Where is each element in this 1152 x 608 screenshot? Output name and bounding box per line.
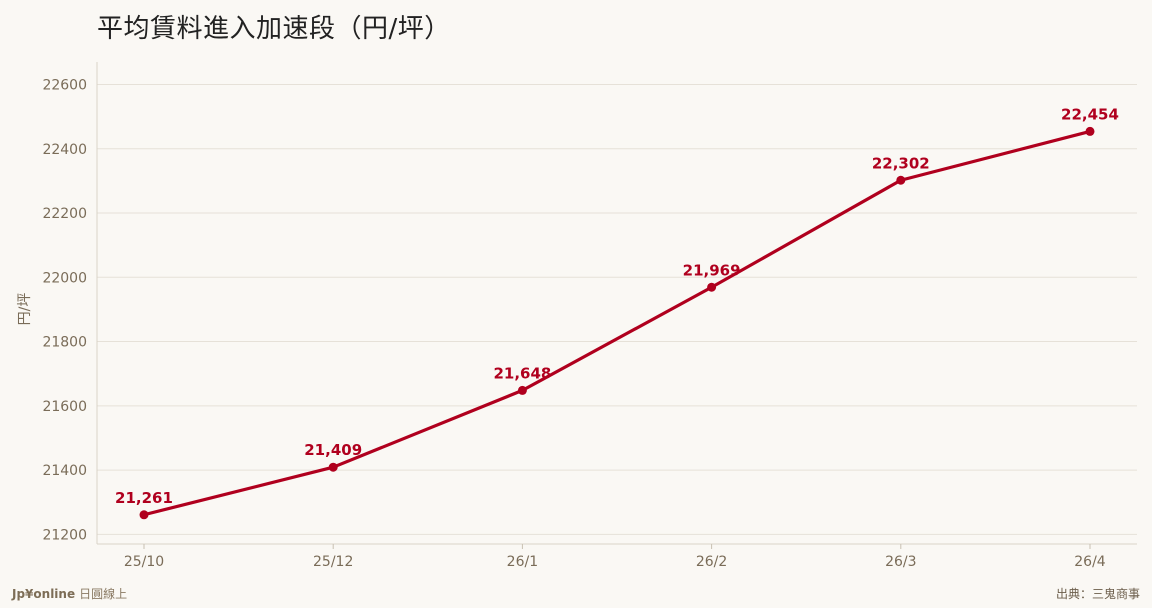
y-tick-label: 21800 (42, 335, 87, 351)
footer-brand: Jp¥online 日圓線上 (12, 585, 127, 602)
x-tick-label: 26/2 (696, 554, 727, 570)
data-point (517, 385, 527, 395)
source-credit: 出典：三鬼商事 (1055, 587, 1140, 601)
x-tick-label: 26/4 (1074, 554, 1106, 570)
data-label: 21,261 (115, 489, 173, 507)
x-tick-label: 26/1 (507, 554, 538, 570)
y-tick-label: 22000 (42, 270, 87, 286)
y-tick-label: 21200 (42, 527, 87, 543)
data-point (1085, 126, 1095, 136)
data-point (139, 510, 149, 520)
x-tick-label: 26/3 (885, 554, 916, 570)
data-label: 21,969 (683, 261, 741, 279)
data-point (328, 462, 338, 472)
y-tick-label: 22600 (42, 77, 87, 93)
data-label: 22,302 (872, 154, 930, 172)
data-label: 21,409 (304, 441, 362, 459)
brand-subtitle: 日圓線上 (79, 587, 128, 601)
series-line (142, 129, 1092, 517)
data-label: 21,648 (493, 364, 551, 382)
data-point (896, 175, 906, 185)
y-tick-label: 22400 (42, 142, 87, 158)
y-tick-label: 21400 (42, 463, 87, 479)
y-tick-label: 21600 (42, 399, 87, 415)
y-tick-label: 22200 (42, 206, 87, 222)
x-tick-label: 25/10 (124, 554, 164, 570)
chart-title: 平均賃料進入加速段（円/坪） (97, 14, 451, 44)
data-label: 22,454 (1061, 105, 1119, 123)
data-point (707, 282, 717, 292)
y-axis-title: 円/坪 (17, 293, 33, 326)
brand-name: Jp¥online (12, 587, 76, 601)
x-tick-label: 25/12 (313, 554, 353, 570)
